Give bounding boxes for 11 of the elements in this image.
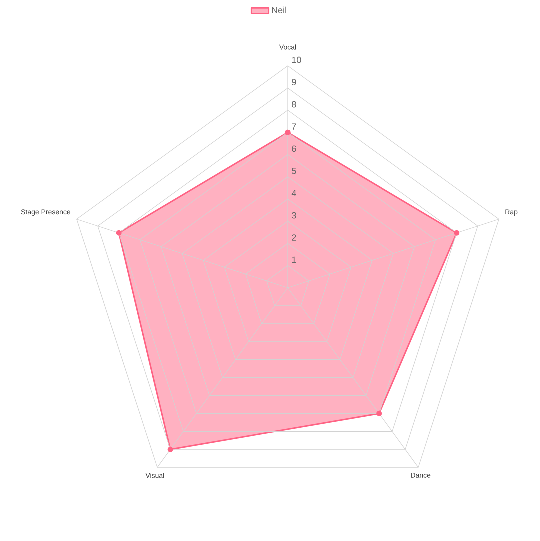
y-tick-label: 4: [292, 190, 296, 196]
y-tick-label: 10: [292, 56, 302, 64]
y-tick-label: 8: [292, 101, 296, 108]
y-tick-label: 1: [292, 256, 296, 264]
y-tick-label: 7: [292, 124, 296, 130]
y-tick-label: 6: [292, 146, 296, 152]
y-tick-label: 3: [292, 212, 296, 219]
y-tick-label: 2: [292, 234, 296, 241]
y-tick-label: 5: [292, 168, 296, 174]
legend-label: Neil: [272, 6, 286, 14]
y-tick-label: 9: [292, 79, 296, 86]
